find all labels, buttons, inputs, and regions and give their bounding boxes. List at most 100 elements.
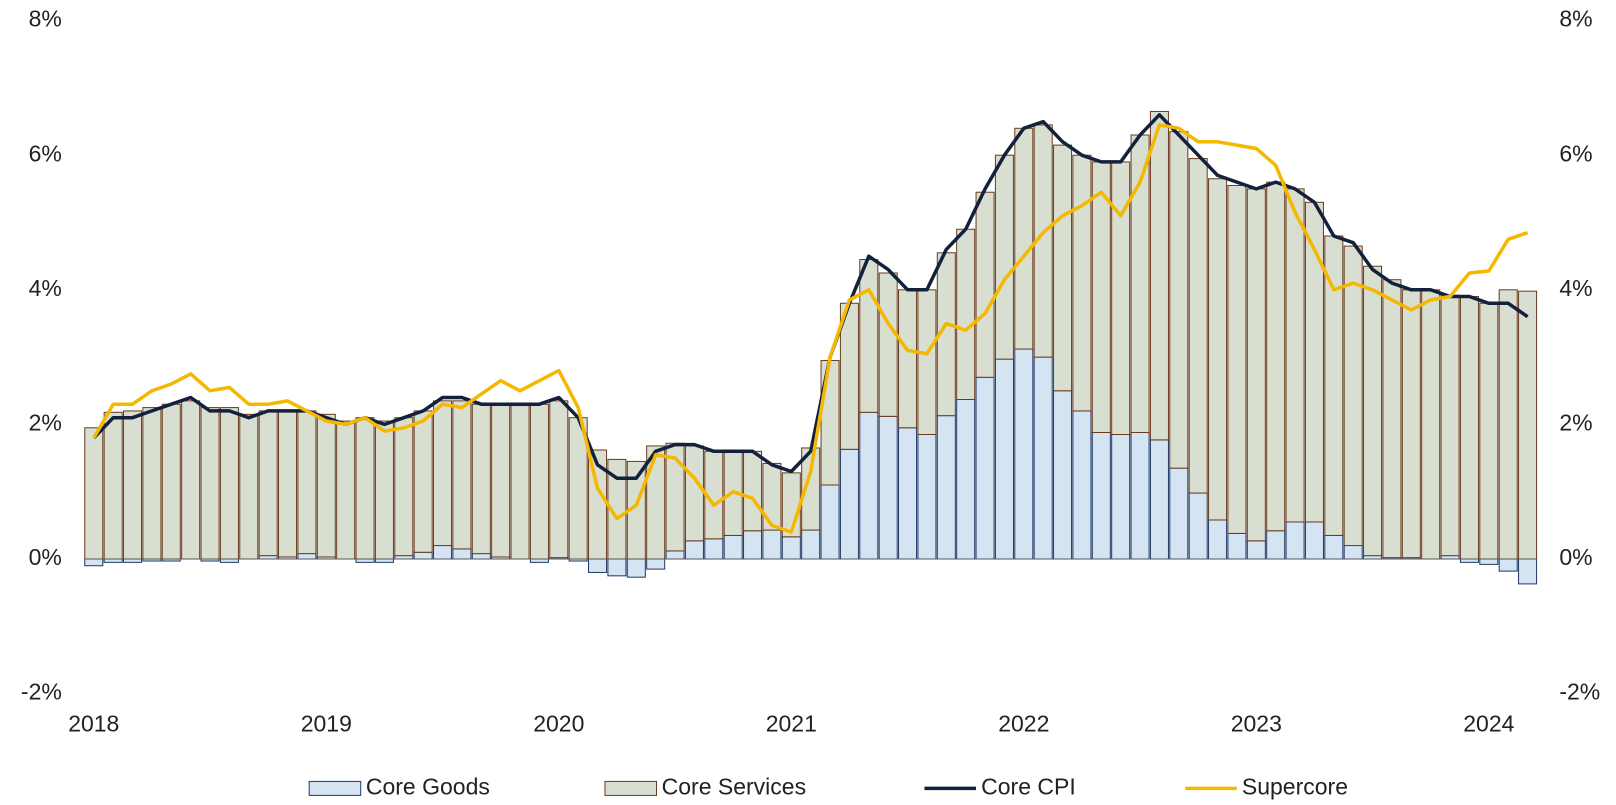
bar (123, 558, 143, 563)
bar (161, 403, 181, 560)
bar (1498, 289, 1518, 560)
legend-label: Core CPI (981, 773, 1076, 799)
bar (626, 558, 646, 578)
bar (801, 529, 821, 560)
bar (1324, 235, 1344, 536)
bar (297, 410, 317, 555)
bar (219, 407, 239, 560)
bar (1130, 431, 1150, 560)
bar (529, 558, 549, 563)
bar (510, 405, 530, 560)
bar (336, 420, 356, 560)
line (92, 113, 1529, 480)
bar (1324, 534, 1344, 560)
bar (394, 555, 414, 560)
bar (1363, 555, 1383, 560)
bar (936, 415, 956, 560)
y-tick-label: 2% (29, 409, 62, 435)
bar (684, 540, 704, 560)
x-tick-label: 2024 (1463, 711, 1514, 737)
bar (1014, 348, 1034, 560)
bar (1072, 154, 1092, 412)
bar (1014, 127, 1034, 350)
bar (258, 555, 278, 560)
bar (1072, 410, 1092, 560)
bar (878, 415, 898, 560)
bar (1208, 519, 1228, 560)
x-tick-label: 2022 (998, 711, 1049, 737)
bar (1169, 467, 1189, 560)
bar (975, 376, 995, 560)
bar (374, 420, 394, 560)
bar (316, 413, 336, 558)
bar (723, 534, 743, 560)
x-tick-label: 2021 (766, 711, 817, 737)
y2-tick-label: 8% (1559, 6, 1592, 32)
bar (452, 548, 472, 560)
bar (898, 289, 918, 429)
bar (1459, 296, 1479, 560)
bar (1440, 294, 1460, 557)
bar (917, 289, 937, 436)
bar (84, 558, 104, 567)
y-tick-label: 6% (29, 140, 62, 166)
bar (1208, 178, 1228, 521)
bar (1382, 279, 1402, 559)
bar (239, 413, 259, 560)
bar (142, 407, 162, 560)
bar (297, 553, 317, 560)
y-tick-label: 4% (29, 275, 62, 301)
bar (374, 558, 394, 563)
bar (433, 400, 453, 547)
bar (549, 400, 569, 559)
bar (1285, 521, 1305, 560)
bar (258, 410, 278, 557)
bar (1246, 188, 1266, 542)
bar (1498, 558, 1518, 572)
bar (471, 553, 491, 560)
bar (994, 154, 1014, 360)
bar (781, 536, 801, 560)
bar (762, 529, 782, 560)
bar (1227, 184, 1247, 534)
bar (704, 538, 724, 560)
bar (1440, 555, 1460, 560)
bar (878, 272, 898, 417)
bar (607, 558, 627, 577)
bar (394, 417, 414, 557)
bar (219, 558, 239, 563)
bar (433, 545, 453, 560)
bar (743, 450, 763, 532)
x-tick-label: 2019 (301, 711, 352, 737)
bar (762, 462, 782, 531)
bar (1091, 431, 1111, 560)
y2-tick-label: -2% (1559, 679, 1600, 705)
bar (1246, 540, 1266, 560)
y2-tick-label: 2% (1559, 409, 1592, 435)
legend-label: Core Goods (366, 773, 490, 799)
bar (859, 411, 879, 560)
bar (103, 558, 123, 563)
bar (181, 400, 201, 560)
bar (1459, 558, 1479, 563)
bar (1518, 290, 1538, 560)
bar (491, 403, 511, 558)
bar (917, 434, 937, 560)
bar (839, 448, 859, 560)
bar (103, 411, 123, 560)
bar (1188, 492, 1208, 560)
bar (975, 191, 995, 378)
bar (355, 558, 375, 563)
legend-swatch (308, 780, 362, 796)
bar (1227, 532, 1247, 560)
bar (898, 427, 918, 560)
x-tick-label: 2023 (1231, 711, 1282, 737)
bar (1149, 110, 1169, 441)
bar (1033, 356, 1053, 560)
bar (1111, 434, 1131, 560)
bar (471, 403, 491, 555)
bar (684, 445, 704, 542)
bar (743, 530, 763, 560)
legend-label: Supercore (1242, 773, 1348, 799)
